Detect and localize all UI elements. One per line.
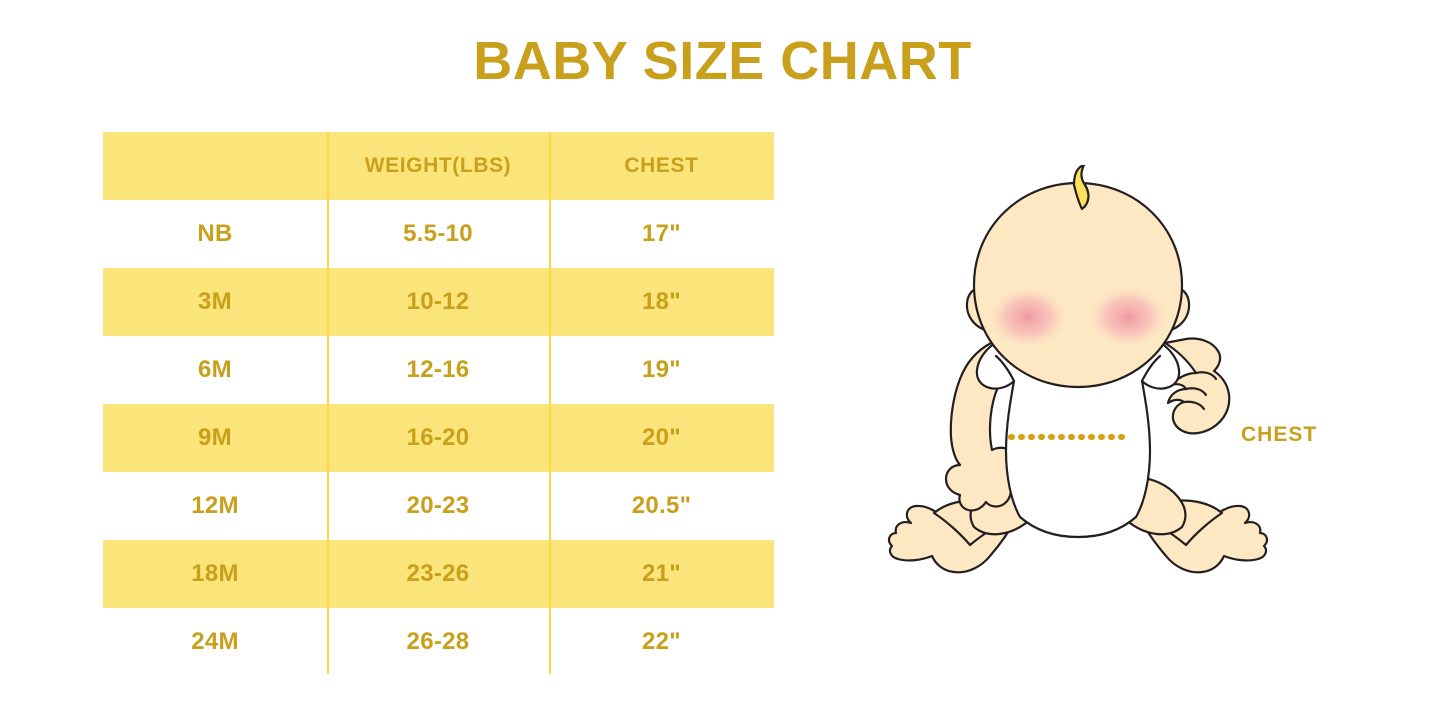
cell-weight: 12-16: [406, 356, 470, 383]
cell-weight: 16-20: [406, 424, 470, 451]
chest-measure-label: CHEST: [1241, 423, 1318, 446]
cell-chest: 22": [642, 628, 681, 655]
baby-right-arm: [1163, 337, 1231, 435]
hair-curl-icon: [1072, 165, 1090, 211]
column-divider-right: [549, 132, 551, 674]
cell-weight: 23-26: [406, 560, 470, 587]
cell-chest: 21": [642, 560, 681, 587]
cell-size: NB: [197, 220, 233, 247]
baby-left-arm: [944, 341, 1023, 512]
cell-size: 24M: [191, 628, 239, 655]
cell-size: 3M: [198, 288, 232, 315]
cell-chest: 19": [642, 356, 681, 383]
cell-weight: 26-28: [406, 628, 470, 655]
cell-chest: 17": [642, 220, 681, 247]
table-row: 24M 26-28 22": [103, 608, 774, 676]
cell-weight: 5.5-10: [403, 220, 473, 247]
page-title: BABY SIZE CHART: [473, 31, 972, 91]
cell-weight: 10-12: [406, 288, 470, 315]
table-row: 6M 12-16 19": [103, 336, 774, 404]
baby-illustration: [878, 165, 1278, 595]
header-cell-weight: WEIGHT(LBS): [364, 154, 512, 177]
cell-size: 6M: [198, 356, 232, 383]
cell-size: 12M: [191, 492, 239, 519]
cell-size: 9M: [198, 424, 232, 451]
header-cell-chest: CHEST: [624, 154, 699, 177]
column-divider-left: [327, 132, 329, 674]
table-row: NB 5.5-10 17": [103, 200, 774, 268]
table-row: 9M 16-20 20": [103, 404, 774, 472]
cell-chest: 20.5": [631, 492, 692, 519]
cell-size: 18M: [191, 560, 239, 587]
blush-left: [986, 285, 1070, 349]
cell-chest: 18": [642, 288, 681, 315]
table-row: 3M 10-12 18": [103, 268, 774, 336]
table-header-row: WEIGHT(LBS) CHEST: [103, 132, 774, 200]
header-cell-size: [103, 132, 327, 200]
table-row: 18M 23-26 21": [103, 540, 774, 608]
blush-right: [1086, 285, 1170, 349]
cell-weight: 20-23: [406, 492, 470, 519]
cell-chest: 20": [642, 424, 681, 451]
table-row: 12M 20-23 20.5": [103, 472, 774, 540]
size-table: WEIGHT(LBS) CHEST NB 5.5-10 17" 3M 10-12…: [103, 132, 774, 676]
